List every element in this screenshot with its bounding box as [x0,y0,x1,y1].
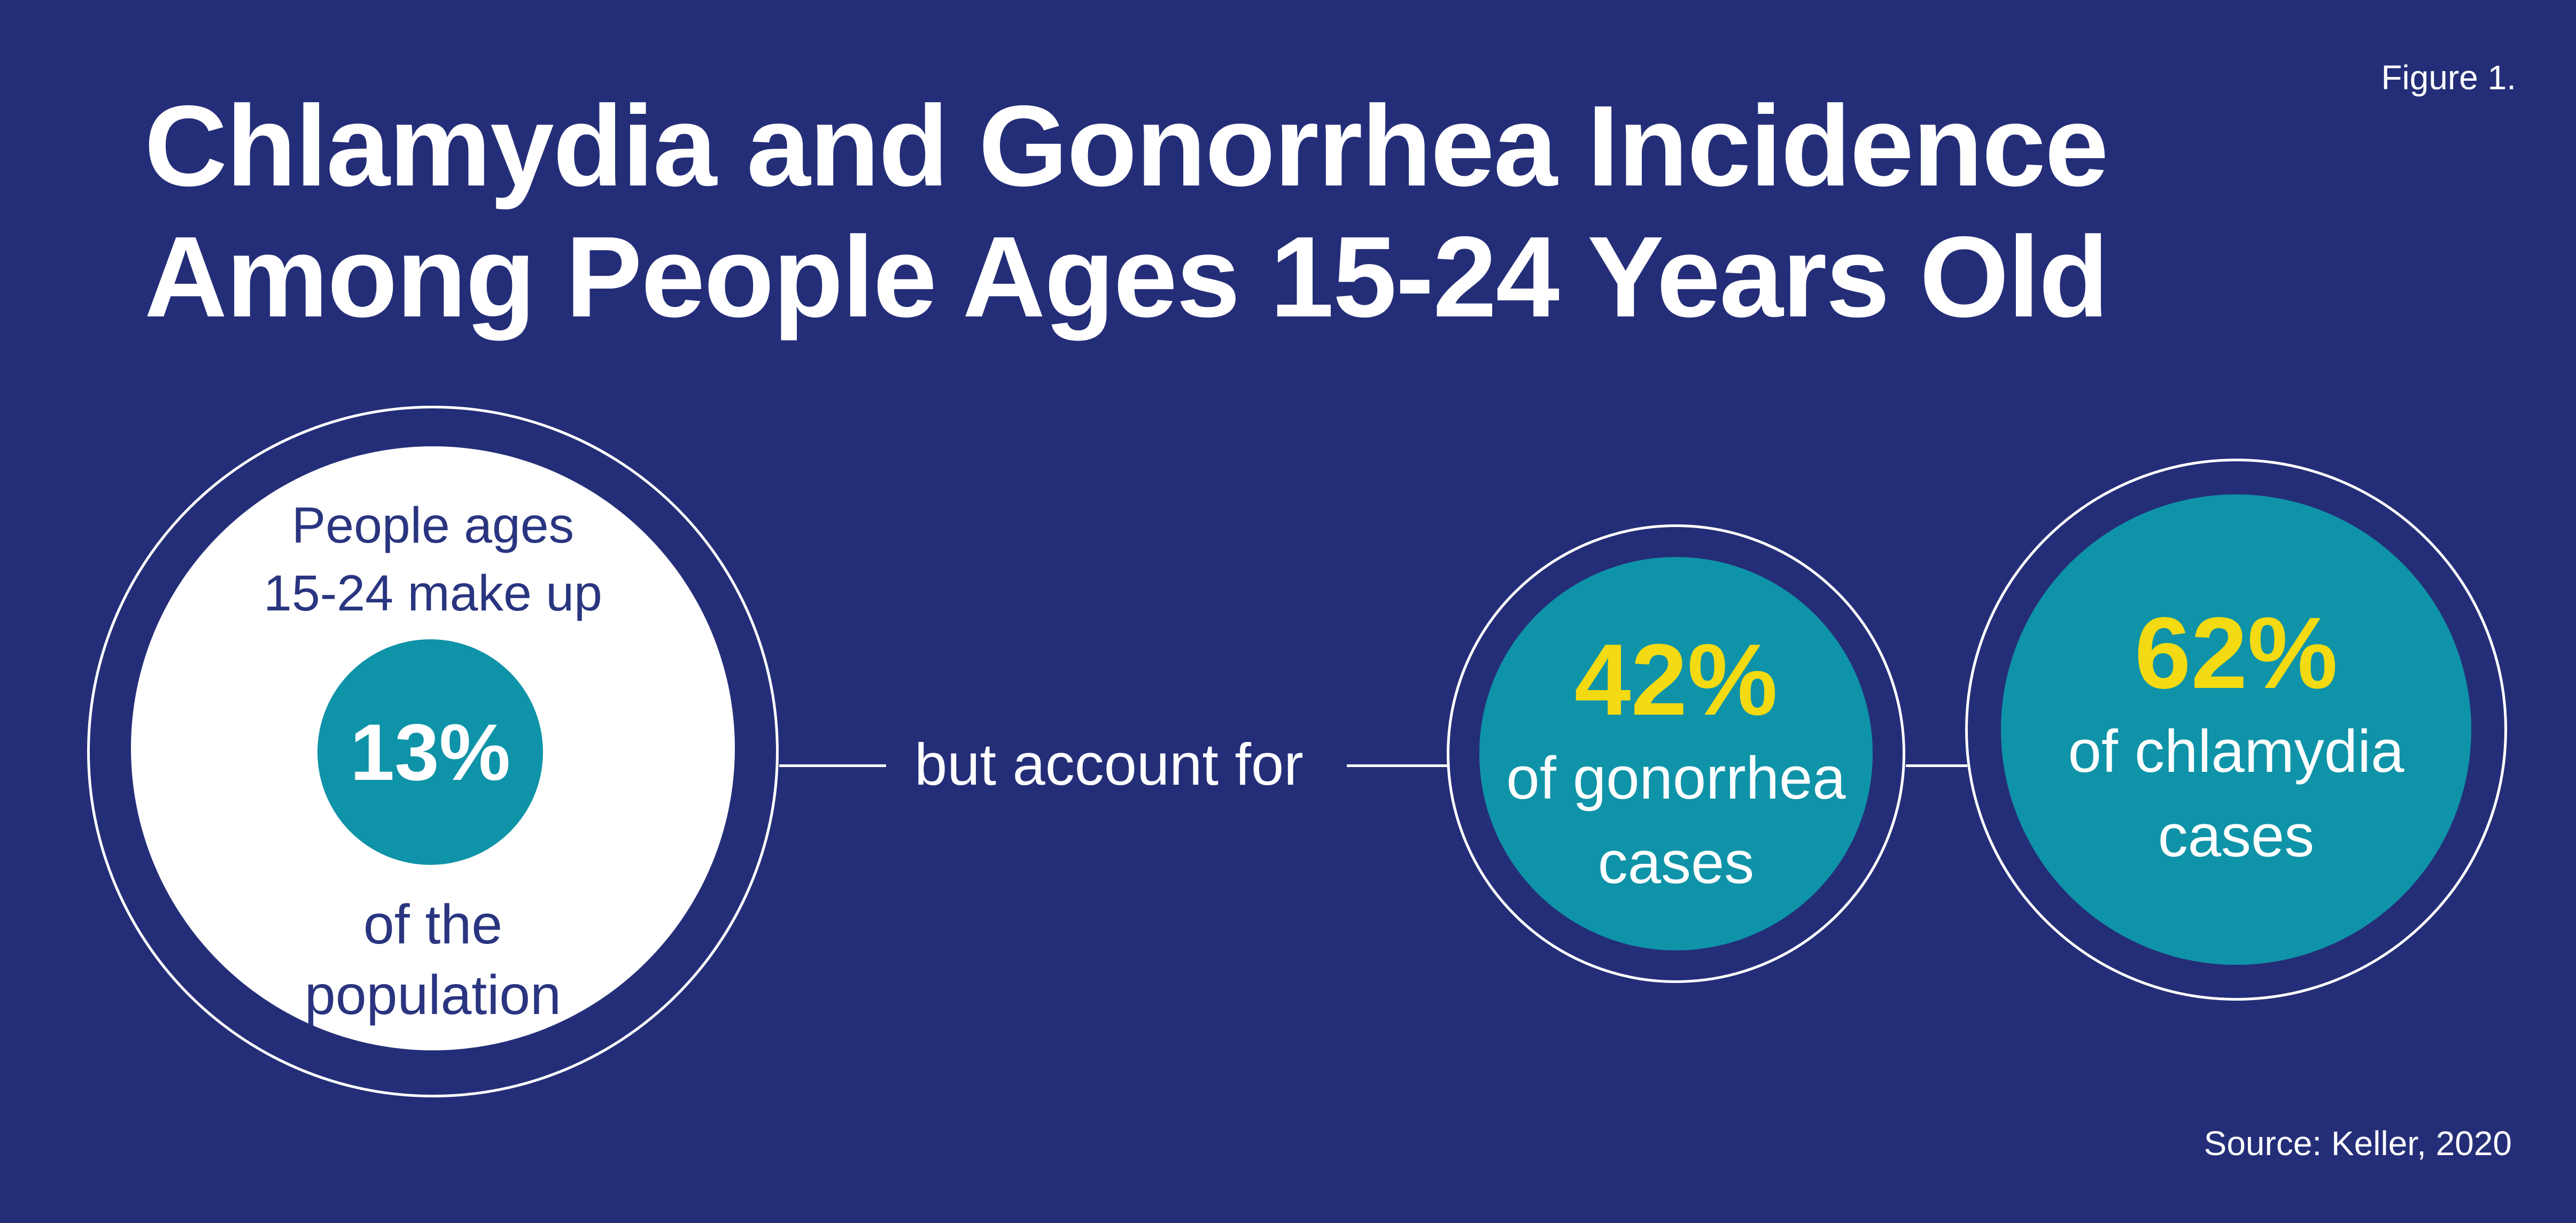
population-label-bottom-line1: of the [363,894,503,956]
gonorrhea-circle-outline-ring [1447,524,1905,983]
population-value: 13% [350,707,511,797]
page-title-line2: Among People Ages 15-24 Years Old [144,212,2109,341]
connector-line-middle [1347,764,1448,767]
gonorrhea-circle: 42% of gonorrhea cases [1479,557,1873,950]
population-label-top-line1: People ages [291,497,575,554]
population-circle-outline-ring [87,406,779,1097]
chlamydia-label-line1: of chlamydia [2068,718,2404,785]
chlamydia-value: 62% [2134,597,2338,710]
gonorrhea-value: 42% [1574,623,1778,737]
population-value-circle: 13% [317,639,543,865]
gonorrhea-label-line1: of gonorrhea [1506,745,1846,811]
page-title-line1: Chlamydia and Gonorrhea Incidence [144,81,2109,210]
chlamydia-circle: 62% of chlamydia cases [2001,494,2471,965]
population-label-top-line2: 15-24 make up [263,565,602,622]
connector-line-left [779,764,886,767]
population-label-bottom-line2: population [305,964,561,1026]
page-title: Chlamydia and Gonorrhea Incidence Among … [144,80,2109,342]
gonorrhea-label-line2: cases [1597,829,1755,896]
population-label-top: People ages 15-24 make up [166,492,700,628]
connector-line-right [1906,764,1967,767]
chlamydia-circle-outline-ring [1965,459,2507,1001]
chlamydia-label-line2: cases [2158,802,2315,869]
figure-label: Figure 1. [2381,58,2516,97]
connector-text: but account for [914,732,1303,798]
source-label: Source: Keller, 2020 [2203,1124,2512,1163]
population-label-bottom: of the population [166,889,700,1031]
